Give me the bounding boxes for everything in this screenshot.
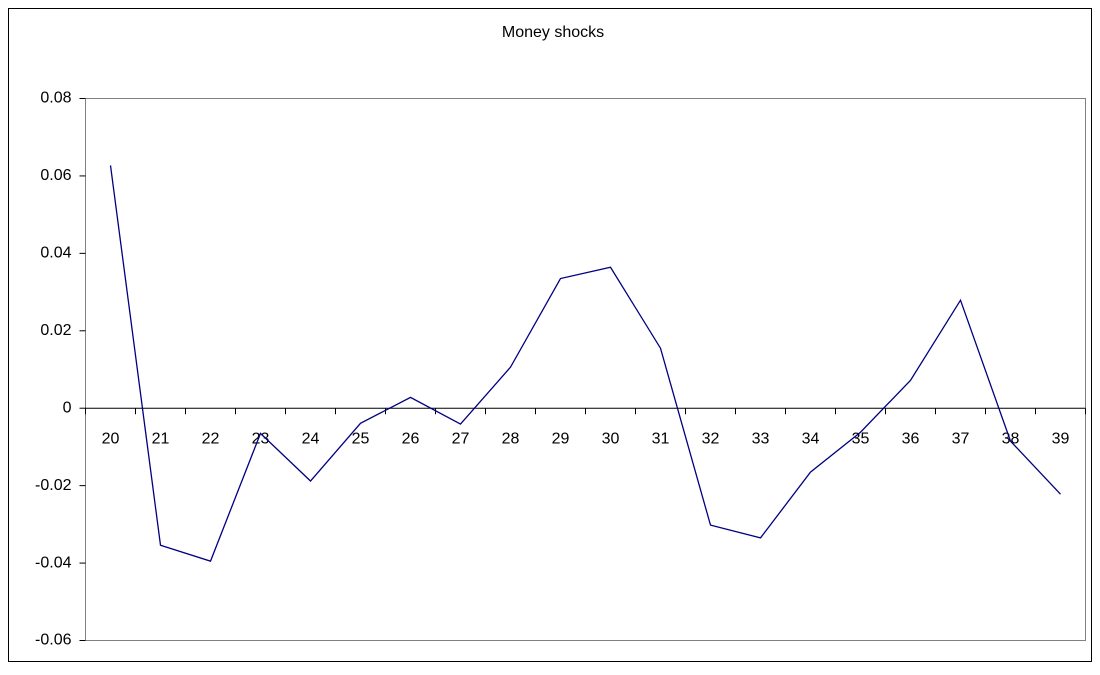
x-tick-label: 31 — [652, 430, 670, 447]
x-tick-label: 36 — [902, 430, 920, 447]
x-tick-label: 27 — [452, 430, 470, 447]
x-tick-label: 34 — [802, 430, 820, 447]
x-tick-label: 32 — [702, 430, 720, 447]
chart-title: Money shocks — [502, 24, 604, 41]
y-tick-label: 0.06 — [40, 167, 71, 184]
y-tick-label: -0.04 — [35, 554, 72, 571]
x-tick-label: 24 — [302, 430, 320, 447]
y-tick-label: -0.06 — [35, 632, 72, 649]
y-tick-label: 0.02 — [40, 322, 71, 339]
x-tick-label: 35 — [852, 430, 870, 447]
chart-border — [8, 8, 1092, 662]
x-tick-label: 39 — [1052, 430, 1070, 447]
x-tick-label: 37 — [952, 430, 970, 447]
y-tick-label: -0.02 — [35, 477, 72, 494]
y-tick-label: 0 — [63, 399, 72, 416]
x-tick-label: 25 — [352, 430, 370, 447]
data-line — [109, 165, 1061, 562]
y-tick-label: 0.08 — [40, 90, 71, 107]
y-tick-label: 0.04 — [40, 245, 71, 262]
x-tick-label: 33 — [752, 430, 770, 447]
x-tick-label: 21 — [152, 430, 170, 447]
plot-area — [85, 98, 1086, 641]
x-tick-label: 20 — [102, 430, 120, 447]
x-tick-label: 29 — [552, 430, 570, 447]
x-tick-label: 28 — [502, 430, 520, 447]
x-tick-label: 38 — [1002, 430, 1020, 447]
x-tick-label: 26 — [402, 430, 420, 447]
x-tick-label: 30 — [602, 430, 620, 447]
x-tick-label: 22 — [202, 430, 220, 447]
